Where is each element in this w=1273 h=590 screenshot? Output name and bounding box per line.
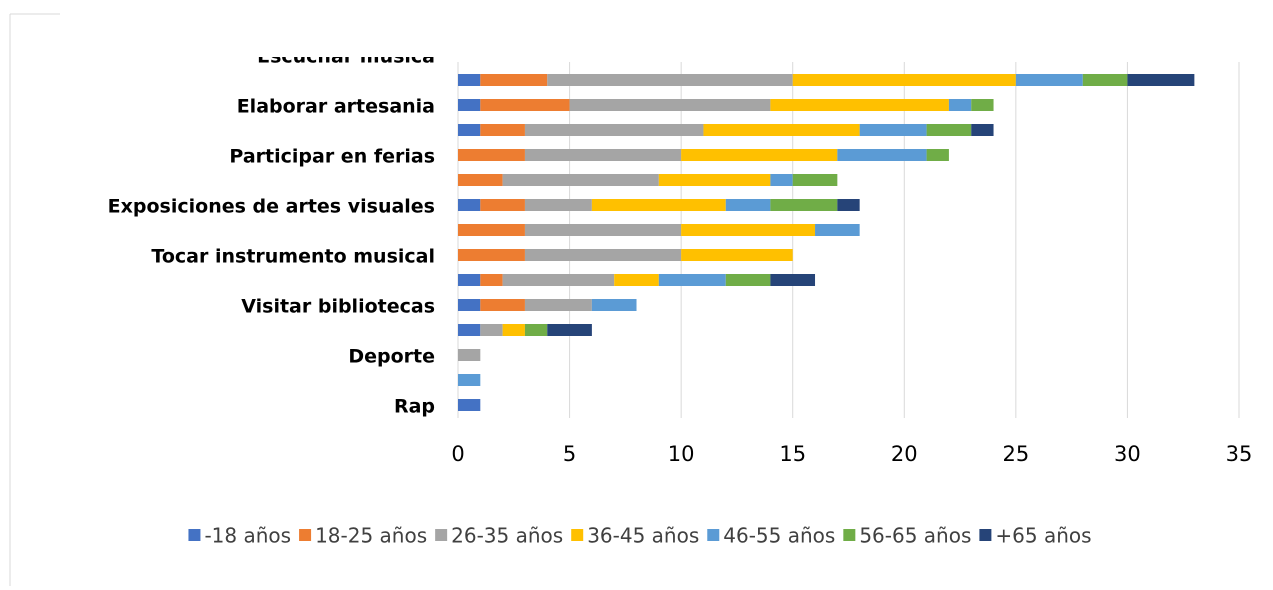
bar-segment: [458, 274, 481, 286]
bar-segment: [458, 399, 481, 411]
y-tick-label: Tocar instrumento musical: [151, 246, 435, 268]
bar-segment: [770, 199, 838, 211]
bar-segment: [458, 324, 481, 336]
bar-segment: [524, 224, 682, 236]
legend-label: -18 años: [204, 524, 291, 548]
y-tick-label: Elaborar artesania: [237, 96, 435, 118]
bar-segment: [591, 199, 726, 211]
bar-segment: [681, 149, 838, 161]
bar-segment: [524, 299, 592, 311]
bar-segment: [502, 324, 525, 336]
bar-segment: [480, 324, 503, 336]
bar-segment: [502, 274, 615, 286]
bar-segment: [1082, 74, 1128, 86]
x-tick-label: 30: [1114, 442, 1141, 466]
y-tick-label: Deporte: [348, 346, 435, 368]
bar-segment: [837, 149, 927, 161]
bar-segment: [770, 274, 816, 286]
bar-segment: [971, 99, 994, 111]
legend-swatch: [979, 529, 992, 541]
bar-segment: [502, 174, 659, 186]
legend-swatch: [299, 529, 312, 541]
bar-segment: [1127, 74, 1195, 86]
x-tick-label: 0: [451, 442, 464, 466]
bar-segment: [458, 374, 481, 386]
legend-label: 46-55 años: [723, 524, 835, 548]
bar-segment: [725, 199, 771, 211]
bar-segment: [458, 174, 503, 186]
bar-segment: [480, 99, 570, 111]
bar-segment: [770, 174, 793, 186]
bar-segment: [703, 124, 860, 136]
bar-segment: [524, 324, 548, 336]
bar-segment: [926, 149, 949, 161]
bar-segment: [458, 74, 481, 86]
bar-segment: [1015, 74, 1083, 86]
bar-segment: [770, 99, 949, 111]
bar-segment: [948, 99, 972, 111]
bar-segment: [547, 74, 793, 86]
bar-segment: [458, 124, 481, 136]
bar-segment: [569, 99, 771, 111]
bar-segment: [480, 299, 525, 311]
bar-segment: [458, 349, 481, 361]
bar-segment: [681, 224, 816, 236]
bar-segment: [591, 299, 637, 311]
legend-label: 18-25 años: [315, 524, 427, 548]
x-tick-label: 35: [1226, 442, 1253, 466]
bar-segment: [792, 174, 838, 186]
bar-segment: [480, 74, 548, 86]
bar-segment: [614, 274, 659, 286]
legend-label: 36-45 años: [587, 524, 699, 548]
y-tick-label: Exposiciones de artes visuales: [108, 196, 435, 218]
x-tick-label: 15: [779, 442, 806, 466]
bar-segment: [480, 124, 525, 136]
bar-segment: [547, 324, 592, 336]
legend-swatch: [707, 529, 720, 541]
bar-segment: [681, 249, 793, 261]
bar-segment: [859, 124, 927, 136]
bar-segment: [926, 124, 972, 136]
legend-label: 56-65 años: [859, 524, 971, 548]
bar-segment: [725, 274, 771, 286]
bar-segment: [458, 249, 525, 261]
legend-label: 26-35 años: [451, 524, 563, 548]
legend-swatch: [843, 529, 856, 541]
legend-swatch: [435, 529, 448, 541]
bar-segment: [458, 299, 481, 311]
bar-segment: [458, 149, 525, 161]
bar-segment: [815, 224, 860, 236]
bar-segment: [524, 124, 704, 136]
bar-segment: [458, 199, 481, 211]
y-tick-label: Rap: [394, 396, 435, 418]
legend-swatch: [571, 529, 584, 541]
bar-segment: [658, 174, 771, 186]
y-tick-label: Visitar bibliotecas: [241, 296, 435, 318]
y-tick-label: Participar en ferias: [229, 146, 435, 168]
bar-segment: [792, 74, 1016, 86]
bar-segment: [971, 124, 994, 136]
legend-label: +65 años: [995, 524, 1091, 548]
x-tick-label: 10: [668, 442, 695, 466]
x-tick-label: 5: [563, 442, 576, 466]
bar-segment: [458, 224, 525, 236]
bar-segment: [480, 199, 525, 211]
bar-segment: [524, 199, 592, 211]
clip-cover: [0, 0, 1273, 57]
bar-segment: [524, 249, 682, 261]
bar-segment: [458, 99, 481, 111]
legend-swatch: [188, 529, 201, 541]
bar-segment: [658, 274, 726, 286]
x-tick-label: 20: [891, 442, 918, 466]
bar-segment: [837, 199, 860, 211]
bar-segment: [480, 274, 503, 286]
bar-segment: [524, 149, 682, 161]
x-tick-label: 25: [1002, 442, 1029, 466]
